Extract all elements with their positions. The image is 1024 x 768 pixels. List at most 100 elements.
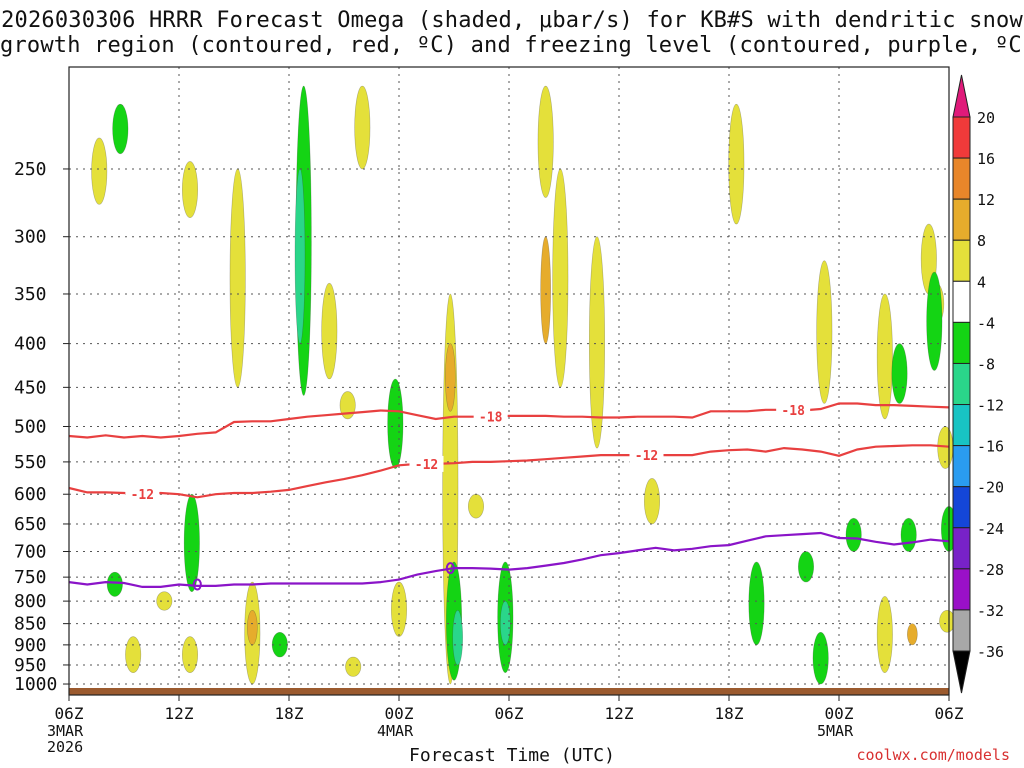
colorbar-swatch-4 <box>952 280 971 323</box>
omega-region-14 <box>876 293 893 420</box>
omega-region-33 <box>183 493 200 593</box>
colorbar-swatch-12 <box>952 609 971 652</box>
colorbar: 20 16 12 8 4 -4 -8 -12 -16 -20 -24 -28 -32 -36 <box>952 74 1004 694</box>
colorbar-label-8: -16 <box>977 438 1004 456</box>
omega-region-8 <box>552 168 569 388</box>
contour-lines: -18 -18 -12 -12 -12 <box>68 401 950 591</box>
contour-label--12-2: -12 <box>635 449 658 464</box>
colorbar-swatch-2 <box>952 198 971 241</box>
colorbar-swatch-6 <box>952 362 971 406</box>
x-tick-label-2: 18Z <box>275 704 304 723</box>
colorbar-label-1: 16 <box>977 150 995 168</box>
y-tick-label-350: 350 <box>14 284 47 305</box>
chart-title-line-1: 2026030306 HRRR Forecast Omega (shaded, … <box>1 8 1023 33</box>
omega-region-20 <box>125 636 142 674</box>
omega-region-41 <box>797 551 814 583</box>
x-tick-label-8: 06Z <box>935 704 964 723</box>
grid-lines <box>68 67 950 695</box>
y-tick-label-900: 900 <box>14 635 47 656</box>
colorbar-label-11: -28 <box>977 561 1004 579</box>
contour-label--18-0: -18 <box>479 411 503 426</box>
colorbar-bottom-arrow <box>952 650 971 694</box>
contour-label-bg <box>629 447 664 464</box>
colorbar-swatch-10 <box>952 527 971 570</box>
colorbar-label-13: -36 <box>977 643 1004 661</box>
omega-region-9 <box>588 236 605 449</box>
omega-region-26 <box>540 236 551 344</box>
omega-region-19 <box>156 591 173 611</box>
x-tick-label-4: 06Z <box>495 704 524 723</box>
y-tick-label-550: 550 <box>14 452 47 473</box>
omega-region-28 <box>907 623 918 646</box>
y-tick-label-950: 950 <box>14 655 47 676</box>
y-tick-label-850: 850 <box>14 614 47 635</box>
colorbar-swatch-7 <box>952 404 971 447</box>
x-tick-label-0: 06Z <box>55 704 84 723</box>
y-tick-label-700: 700 <box>14 542 47 563</box>
omega-region-18 <box>390 581 407 637</box>
omega-region-29 <box>247 609 258 646</box>
x-tick-label-7: 00Z <box>825 704 854 723</box>
ground-surface <box>69 688 949 695</box>
freezing-level-contour <box>68 531 950 588</box>
omega-region-4 <box>354 85 371 170</box>
omega-region-13 <box>816 260 833 404</box>
omega-region-39 <box>812 631 829 685</box>
omega-region-31 <box>112 103 129 155</box>
colorbar-label-9: -20 <box>977 479 1004 497</box>
y-tick-label-750: 750 <box>14 567 47 588</box>
omega-region-42 <box>900 517 917 552</box>
omega-region-47 <box>452 609 463 666</box>
omega-region-11 <box>643 478 660 525</box>
colorbar-label-3: 8 <box>977 232 986 250</box>
omega-region-32 <box>387 378 404 469</box>
omega-region-24 <box>876 596 893 674</box>
omega-region-48 <box>500 600 511 646</box>
x-date-label-3-0: 4MAR <box>377 722 414 740</box>
omega-region-1 <box>229 168 246 388</box>
colorbar-label-5: -4 <box>977 314 995 332</box>
colorbar-label-6: -8 <box>977 355 995 373</box>
contour-label--18-1: -18 <box>781 404 805 419</box>
colorbar-label-10: -24 <box>977 520 1004 538</box>
y-axis: 2503003504004505005506006507007508008509… <box>14 159 69 695</box>
omega-region-10 <box>467 493 484 519</box>
y-tick-label-300: 300 <box>14 227 47 248</box>
omega-region-40 <box>845 517 862 552</box>
colorbar-label-0: 20 <box>977 109 995 127</box>
omega-region-12 <box>728 103 745 225</box>
x-tick-label-6: 18Z <box>715 704 744 723</box>
x-date-label-7-0: 5MAR <box>817 722 854 740</box>
x-tick-label-3: 00Z <box>385 704 414 723</box>
colorbar-label-12: -32 <box>977 602 1004 620</box>
x-date-label-0-1: 2026 <box>47 738 83 756</box>
omega-region-2 <box>182 161 199 218</box>
colorbar-top-arrow <box>952 74 971 118</box>
contour-label--12-1: -12 <box>415 458 438 473</box>
contour-label-bg <box>409 455 444 472</box>
colorbar-swatch-9 <box>952 486 971 529</box>
colorbar-label-7: -12 <box>977 397 1004 415</box>
omega-region-23 <box>345 656 362 677</box>
omega-region-34 <box>106 571 123 597</box>
x-tick-label-5: 12Z <box>605 704 634 723</box>
omega-region-45 <box>891 343 908 404</box>
freezing-level-marker-1 <box>445 562 455 575</box>
omega-region-27 <box>445 343 456 412</box>
x-tick-label-1: 12Z <box>165 704 194 723</box>
colorbar-label-2: 12 <box>977 191 995 209</box>
dgz-contour--12 <box>68 444 950 499</box>
omega-region-46 <box>294 168 306 344</box>
y-tick-label-500: 500 <box>14 416 47 437</box>
omega-region-21 <box>182 636 199 674</box>
contour-label-bg <box>776 401 811 418</box>
contour-label--12-0: -12 <box>131 488 154 503</box>
x-axis-title: Forecast Time (UTC) <box>409 745 615 766</box>
colorbar-swatch-5 <box>952 321 971 364</box>
y-tick-label-800: 800 <box>14 591 47 612</box>
omega-shading <box>91 85 957 685</box>
y-tick-label-600: 600 <box>14 484 47 505</box>
omega-region-7 <box>537 85 554 198</box>
omega-region-43 <box>926 271 943 371</box>
contour-label-bg <box>473 408 508 425</box>
